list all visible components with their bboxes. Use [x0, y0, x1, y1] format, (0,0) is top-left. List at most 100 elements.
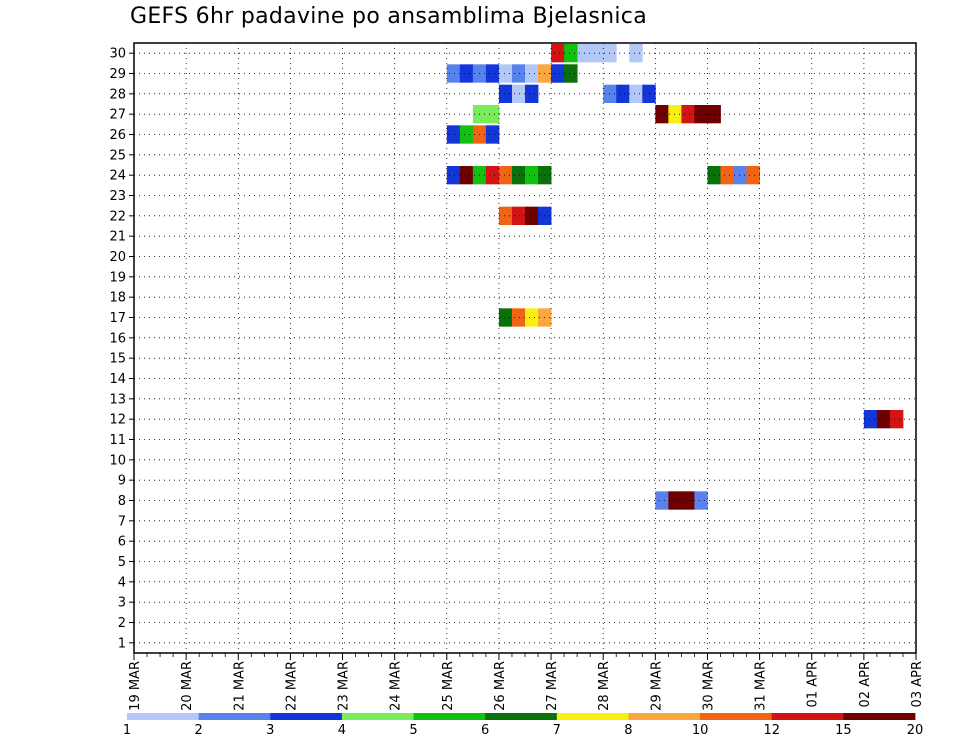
y-axis-tick-label: 12	[109, 413, 126, 428]
y-axis-tick-label: 7	[118, 514, 126, 529]
y-axis-tick-label: 24	[109, 169, 126, 184]
heatmap-cell	[525, 84, 539, 103]
heatmap-cell	[459, 64, 474, 83]
y-axis-tick-label: 30	[109, 47, 126, 62]
heatmap-cell	[485, 166, 500, 185]
heatmap-cell	[694, 491, 708, 510]
heatmap-cell	[720, 166, 734, 185]
y-axis-tick-label: 28	[109, 87, 126, 102]
heatmap-cell	[511, 166, 526, 185]
y-axis-tick-label: 21	[109, 230, 126, 245]
legend-label: 15	[835, 723, 852, 738]
y-axis-tick-label: 15	[109, 352, 126, 367]
y-axis-tick-label: 20	[109, 250, 126, 265]
heatmap-cell	[746, 166, 760, 185]
heatmap-cell	[525, 206, 539, 225]
y-axis-tick-label: 14	[109, 372, 126, 387]
x-axis-tick-label: 31 MAR	[754, 661, 769, 711]
heatmap-cell	[564, 64, 578, 83]
y-axis-tick-label: 8	[118, 494, 126, 509]
heatmap-cell	[485, 105, 500, 124]
x-axis-tick-label: 25 MAR	[441, 661, 456, 711]
heatmap-cell	[446, 64, 461, 83]
legend-color-swatch	[556, 713, 629, 720]
legend-label: 8	[624, 723, 632, 738]
heatmap-cell	[733, 166, 747, 185]
heatmap-cell	[889, 410, 904, 429]
heatmap-cell	[511, 64, 526, 83]
heatmap-cell	[446, 166, 461, 185]
heatmap-cell	[498, 308, 513, 327]
heatmap-cell	[577, 44, 591, 63]
heatmap-cell	[498, 166, 513, 185]
heatmap-cell	[525, 308, 539, 327]
x-axis-tick-label: 03 APR	[910, 661, 925, 707]
y-axis-tick-label: 22	[109, 209, 126, 224]
heatmap-cell	[681, 491, 695, 510]
heatmap-cell	[590, 44, 604, 63]
heatmap-cell	[629, 84, 643, 103]
y-axis-tick-label: 23	[109, 189, 126, 204]
legend-color-swatch	[843, 713, 916, 720]
heatmap-cell	[876, 410, 891, 429]
heatmap-cell	[551, 64, 565, 83]
heatmap-cell	[668, 491, 682, 510]
x-axis-tick-label: 22 MAR	[284, 661, 299, 711]
x-axis-tick-label: 24 MAR	[389, 661, 404, 711]
x-axis-tick-label: 30 MAR	[701, 661, 716, 711]
heatmap-cell	[564, 44, 578, 63]
heatmap-cell	[459, 166, 474, 185]
heatmap-cell	[525, 166, 539, 185]
heatmap-cell	[511, 308, 526, 327]
heatmap-cell	[863, 410, 878, 429]
y-axis-tick-label: 13	[109, 392, 126, 407]
y-axis-tick-label: 16	[109, 331, 126, 346]
legend-label: 5	[409, 723, 417, 738]
legend-label: 6	[481, 723, 489, 738]
y-axis-tick-label: 5	[118, 555, 126, 570]
x-axis-tick-label: 26 MAR	[493, 661, 508, 711]
heatmap-cell	[655, 491, 669, 510]
y-axis-tick-label: 26	[109, 128, 126, 143]
legend-label: 3	[266, 723, 274, 738]
heatmap-cell	[551, 44, 565, 63]
legend-label: 12	[763, 723, 780, 738]
y-axis-tick-label: 2	[118, 616, 126, 631]
heatmap-cell	[485, 125, 500, 144]
legend-label: 1	[123, 723, 131, 738]
x-axis-tick-label: 02 APR	[858, 661, 873, 707]
legend-color-swatch	[413, 713, 486, 720]
legend-label: 2	[194, 723, 202, 738]
legend-label: 20	[907, 723, 924, 738]
heatmap-cell	[629, 44, 643, 63]
legend-color-swatch	[198, 713, 271, 720]
y-axis-tick-label: 19	[109, 270, 126, 285]
legend-color-swatch	[628, 713, 701, 720]
heatmap-cell	[616, 84, 630, 103]
heatmap-cell	[459, 125, 474, 144]
heatmap-cell	[511, 84, 526, 103]
x-axis-tick-label: 19 MAR	[128, 661, 143, 711]
legend-label: 4	[338, 723, 346, 738]
legend-label: 7	[553, 723, 561, 738]
legend-color-swatch	[341, 713, 414, 720]
y-axis-tick-label: 9	[118, 474, 126, 489]
legend-color-swatch	[485, 713, 558, 720]
heatmap-cell	[446, 125, 461, 144]
legend-color-swatch	[127, 713, 200, 720]
legend-color-swatch	[270, 713, 343, 720]
y-axis-tick-label: 25	[109, 148, 126, 163]
y-axis-tick-label: 1	[118, 636, 126, 651]
x-axis-tick-label: 23 MAR	[337, 661, 352, 711]
y-axis-tick-label: 11	[109, 433, 126, 448]
y-axis-tick-label: 10	[109, 453, 126, 468]
legend-color-swatch	[771, 713, 844, 720]
x-axis-tick-label: 01 APR	[806, 661, 821, 707]
chart-title: GEFS 6hr padavine po ansamblima Bjelasni…	[130, 4, 647, 29]
y-axis-tick-label: 4	[118, 575, 126, 590]
heatmap-cell	[498, 84, 513, 103]
x-axis-tick-label: 20 MAR	[180, 661, 195, 711]
y-axis-tick-label: 3	[118, 596, 126, 611]
heatmap-cell	[655, 105, 669, 124]
